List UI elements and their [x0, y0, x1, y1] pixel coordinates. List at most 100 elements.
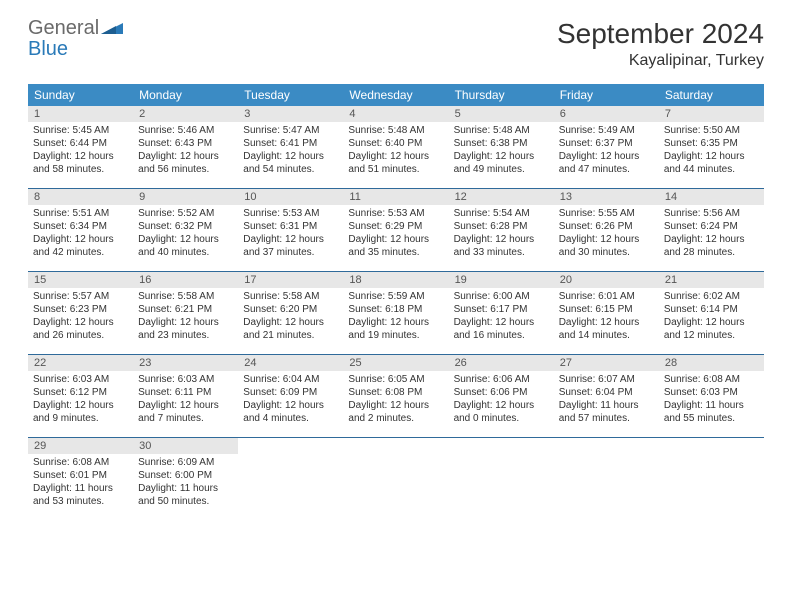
sunrise-text: Sunrise: 5:51 AM	[33, 207, 128, 220]
day-number: 30	[133, 438, 238, 454]
day-cell: Sunrise: 5:53 AMSunset: 6:29 PMDaylight:…	[343, 205, 448, 271]
daylight-text-2: and 7 minutes.	[138, 412, 233, 425]
day-cell: Sunrise: 5:49 AMSunset: 6:37 PMDaylight:…	[554, 122, 659, 188]
sunset-text: Sunset: 6:01 PM	[33, 469, 128, 482]
day-cell: Sunrise: 6:07 AMSunset: 6:04 PMDaylight:…	[554, 371, 659, 437]
daylight-text-2: and 35 minutes.	[348, 246, 443, 259]
day-number: 17	[238, 272, 343, 288]
sunset-text: Sunset: 6:23 PM	[33, 303, 128, 316]
sunrise-text: Sunrise: 5:58 AM	[243, 290, 338, 303]
day-cell	[238, 454, 343, 520]
daylight-text-1: Daylight: 12 hours	[454, 399, 549, 412]
sunset-text: Sunset: 6:09 PM	[243, 386, 338, 399]
sunset-text: Sunset: 6:44 PM	[33, 137, 128, 150]
day-number: 21	[659, 272, 764, 288]
daylight-text-1: Daylight: 12 hours	[138, 316, 233, 329]
daylight-text-2: and 44 minutes.	[664, 163, 759, 176]
daylight-text-1: Daylight: 11 hours	[664, 399, 759, 412]
daylight-text-2: and 2 minutes.	[348, 412, 443, 425]
day-cell: Sunrise: 5:45 AMSunset: 6:44 PMDaylight:…	[28, 122, 133, 188]
daylight-text-2: and 57 minutes.	[559, 412, 654, 425]
week-row: 891011121314Sunrise: 5:51 AMSunset: 6:34…	[28, 189, 764, 272]
sunset-text: Sunset: 6:21 PM	[138, 303, 233, 316]
sunrise-text: Sunrise: 5:50 AM	[664, 124, 759, 137]
month-title: September 2024	[557, 18, 764, 50]
sunrise-text: Sunrise: 5:54 AM	[454, 207, 549, 220]
daylight-text-1: Daylight: 12 hours	[138, 150, 233, 163]
daylight-text-2: and 56 minutes.	[138, 163, 233, 176]
sunset-text: Sunset: 6:31 PM	[243, 220, 338, 233]
brand-word1: General	[28, 17, 99, 39]
daylight-text-2: and 37 minutes.	[243, 246, 338, 259]
weekday-tuesday: Tuesday	[238, 84, 343, 106]
sunrise-text: Sunrise: 6:04 AM	[243, 373, 338, 386]
sunrise-text: Sunrise: 5:58 AM	[138, 290, 233, 303]
day-cell: Sunrise: 5:50 AMSunset: 6:35 PMDaylight:…	[659, 122, 764, 188]
daylight-text-2: and 47 minutes.	[559, 163, 654, 176]
day-body-strip: Sunrise: 5:57 AMSunset: 6:23 PM Daylight:…	[28, 288, 764, 355]
day-number: 6	[554, 106, 659, 122]
day-cell: Sunrise: 5:59 AMSunset: 6:18 PMDaylight:…	[343, 288, 448, 354]
location-label: Kayalipinar, Turkey	[557, 52, 764, 70]
day-cell: Sunrise: 5:48 AMSunset: 6:38 PMDaylight:…	[449, 122, 554, 188]
sunset-text: Sunset: 6:40 PM	[348, 137, 443, 150]
sunset-text: Sunset: 6:03 PM	[664, 386, 759, 399]
daylight-text-1: Daylight: 12 hours	[33, 150, 128, 163]
daylight-text-1: Daylight: 12 hours	[348, 150, 443, 163]
sunrise-text: Sunrise: 5:53 AM	[348, 207, 443, 220]
sunrise-text: Sunrise: 6:05 AM	[348, 373, 443, 386]
sunrise-text: Sunrise: 5:47 AM	[243, 124, 338, 137]
day-number: 27	[554, 355, 659, 371]
daylight-text-2: and 33 minutes.	[454, 246, 549, 259]
day-body-strip: Sunrise: 5:45 AMSunset: 6:44 PMDaylight:…	[28, 122, 764, 189]
day-cell: Sunrise: 6:04 AMSunset: 6:09 PMDaylight:…	[238, 371, 343, 437]
daylight-text-2: and 58 minutes.	[33, 163, 128, 176]
daylight-text-1: Daylight: 12 hours	[138, 399, 233, 412]
day-number: 24	[238, 355, 343, 371]
day-cell: Sunrise: 6:09 AMSunset: 6:00 PMDaylight:…	[133, 454, 238, 520]
day-cell: Sunrise: 5:54 AMSunset: 6:28 PMDaylight:…	[449, 205, 554, 271]
daylight-text-2: and 19 minutes.	[348, 329, 443, 342]
day-cell	[554, 454, 659, 520]
sunrise-text: Sunrise: 5:48 AM	[454, 124, 549, 137]
weekday-header-row: Sunday Monday Tuesday Wednesday Thursday…	[28, 84, 764, 106]
sunset-text: Sunset: 6:11 PM	[138, 386, 233, 399]
daylight-text-1: Daylight: 11 hours	[138, 482, 233, 495]
daylight-text-2: and 4 minutes.	[243, 412, 338, 425]
daylight-text-2: and 50 minutes.	[138, 495, 233, 508]
day-number: 28	[659, 355, 764, 371]
day-cell: Sunrise: 5:56 AMSunset: 6:24 PMDaylight:…	[659, 205, 764, 271]
day-number: 14	[659, 189, 764, 205]
sunrise-text: Sunrise: 6:07 AM	[559, 373, 654, 386]
day-cell: Sunrise: 5:48 AMSunset: 6:40 PMDaylight:…	[343, 122, 448, 188]
sunset-text: Sunset: 6:29 PM	[348, 220, 443, 233]
sunrise-text: Sunrise: 5:57 AM	[33, 290, 128, 303]
daylight-text-2: and 26 minutes.	[33, 329, 128, 342]
sunset-text: Sunset: 6:08 PM	[348, 386, 443, 399]
day-cell: Sunrise: 6:08 AMSunset: 6:01 PMDaylight:…	[28, 454, 133, 520]
sunset-text: Sunset: 6:15 PM	[559, 303, 654, 316]
sunrise-text: Sunrise: 5:46 AM	[138, 124, 233, 137]
daylight-text-2: and 51 minutes.	[348, 163, 443, 176]
sunset-text: Sunset: 6:32 PM	[138, 220, 233, 233]
brand-logo: General Blue	[28, 18, 123, 60]
day-number	[554, 438, 659, 454]
day-number: 13	[554, 189, 659, 205]
day-cell: Sunrise: 5:46 AMSunset: 6:43 PMDaylight:…	[133, 122, 238, 188]
sunrise-text: Sunrise: 6:09 AM	[138, 456, 233, 469]
day-number: 4	[343, 106, 448, 122]
weekday-thursday: Thursday	[449, 84, 554, 106]
daylight-text-1: Daylight: 12 hours	[664, 150, 759, 163]
day-number: 10	[238, 189, 343, 205]
daylight-text-1: Daylight: 12 hours	[348, 399, 443, 412]
day-number: 11	[343, 189, 448, 205]
daylight-text-2: and 54 minutes.	[243, 163, 338, 176]
sunset-text: Sunset: 6:26 PM	[559, 220, 654, 233]
daylight-text-2: and 55 minutes.	[664, 412, 759, 425]
day-number: 5	[449, 106, 554, 122]
daylight-text-1: Daylight: 11 hours	[33, 482, 128, 495]
day-number: 19	[449, 272, 554, 288]
daylight-text-1: Daylight: 12 hours	[243, 399, 338, 412]
day-number-strip: 891011121314	[28, 189, 764, 205]
day-cell: Sunrise: 6:08 AMSunset: 6:03 PMDaylight:…	[659, 371, 764, 437]
